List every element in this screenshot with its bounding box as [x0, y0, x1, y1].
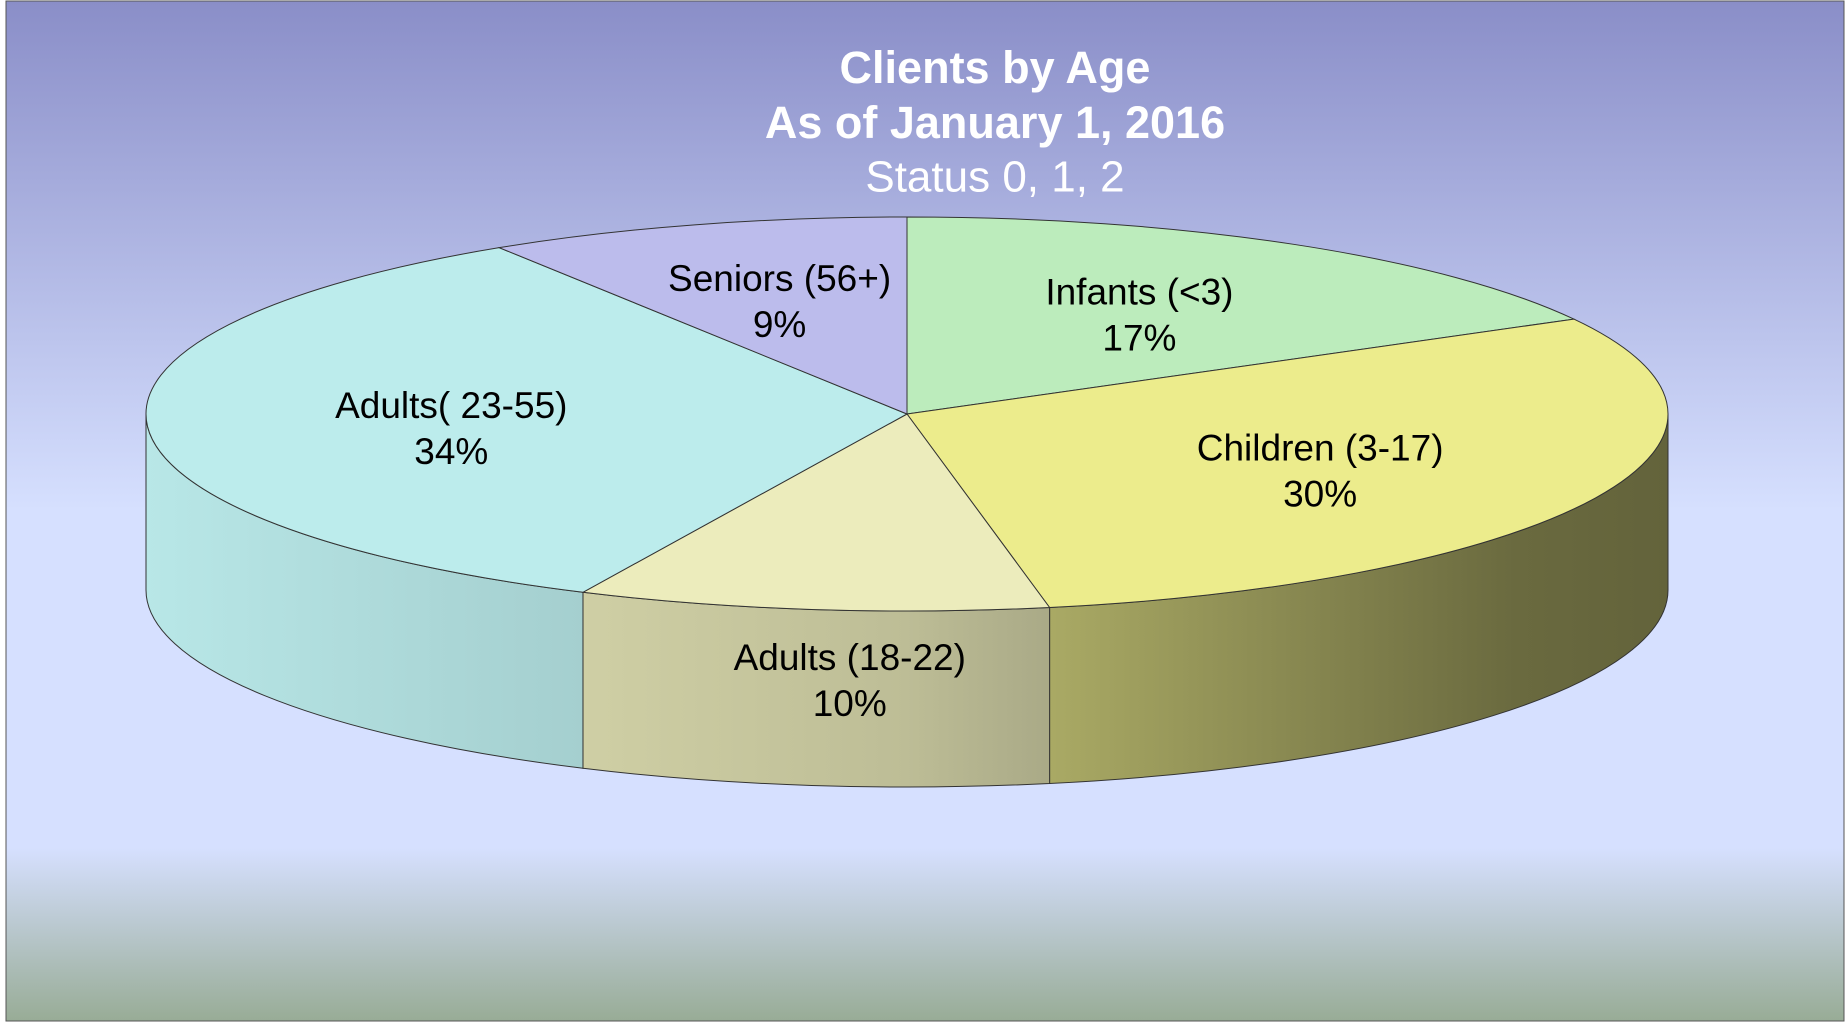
pie-labels: Infants (<3) 17% Children (3-17) 30% Adults …	[335, 258, 1443, 724]
slice-label: Children (3-17)	[1197, 427, 1444, 468]
pie-slice	[581, 413, 1051, 612]
pie-slice	[145, 247, 909, 593]
pie-sides	[145, 413, 1669, 788]
slice-value-label: 9%	[753, 304, 806, 345]
chart-subtitle: As of January 1, 2016	[765, 97, 1225, 148]
chart-title: Clients by Age	[840, 42, 1151, 93]
pie-slice	[906, 216, 1576, 415]
pie-tops	[145, 216, 1669, 612]
chart-subtitle: Status 0, 1, 2	[865, 153, 1124, 202]
slice-value-label: 30%	[1283, 473, 1357, 514]
slice-value-label: 17%	[1102, 318, 1176, 359]
slice-label: Adults( 23-55)	[335, 385, 567, 426]
slice-label: Adults (18-22)	[734, 637, 966, 678]
slice-value-label: 10%	[813, 683, 887, 724]
slice-label: Seniors (56+)	[668, 258, 891, 299]
pie-slice	[906, 318, 1669, 609]
slice-value-label: 34%	[414, 431, 488, 472]
pie-slice	[497, 216, 908, 415]
slice-label: Infants (<3)	[1045, 272, 1233, 313]
